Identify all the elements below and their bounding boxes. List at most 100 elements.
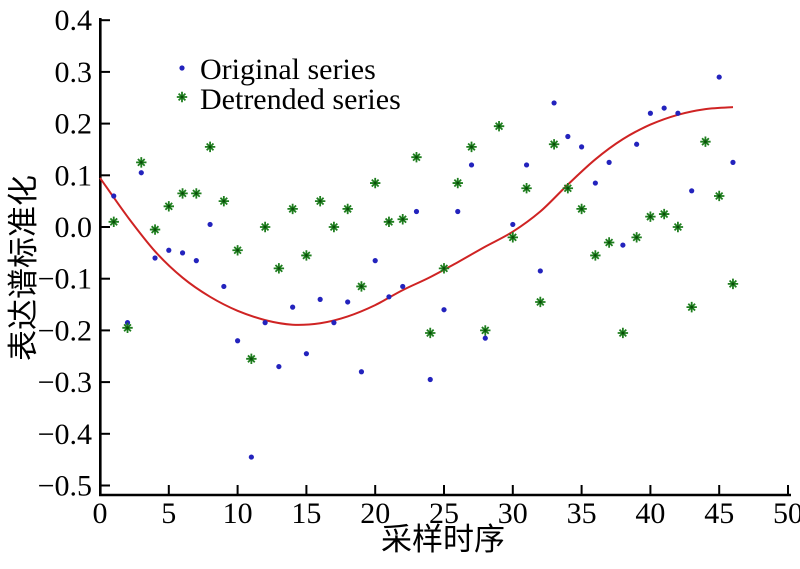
original-series-point-dot-icon: [606, 159, 612, 165]
asterisk-center: [305, 254, 308, 257]
original-series-point-dot-icon: [179, 65, 185, 71]
original-series-point-dot-icon: [331, 320, 337, 326]
original-series-point-dot-icon: [523, 162, 530, 168]
original-series-point-dot-icon: [647, 110, 654, 116]
x-tick-label: 20: [360, 497, 390, 530]
legend-label-detrended-series: Detrended series: [200, 83, 401, 116]
original-series-point-dot-icon: [138, 170, 144, 176]
asterisk-center: [552, 142, 556, 146]
y-tick-label: −0.3: [38, 366, 92, 399]
x-tick-label: 25: [429, 497, 459, 530]
asterisk-center: [662, 212, 666, 216]
legend-label-original-series: Original series: [200, 53, 376, 86]
asterisk-center: [291, 207, 295, 211]
asterisk-center: [538, 300, 542, 304]
original-series-point-dot-icon: [455, 208, 461, 215]
asterisk-center: [208, 145, 212, 149]
asterisk-center: [621, 331, 625, 335]
original-series-point-dot-icon: [400, 283, 406, 290]
asterisk-center: [428, 331, 432, 335]
asterisk-center: [607, 241, 611, 244]
y-tick-label: 0.3: [55, 56, 93, 89]
original-series-point-dot-icon: [482, 335, 488, 341]
y-tick-label: 0.0: [55, 211, 93, 244]
asterisk-center: [717, 194, 721, 198]
x-axis-label: 采样时序: [381, 522, 505, 557]
asterisk-center: [415, 155, 418, 159]
asterisk-center: [511, 235, 515, 239]
asterisk-center: [373, 181, 377, 185]
original-series-point-dot-icon: [537, 268, 543, 274]
original-series-point-dot-icon: [179, 250, 186, 256]
asterisk-center: [180, 95, 184, 99]
asterisk-center: [112, 220, 116, 224]
x-tick-label: 50: [773, 497, 800, 530]
y-tick-label: −0.5: [38, 470, 92, 503]
trend-fit-line: [99, 106, 734, 326]
original-series-point-dot-icon: [565, 133, 571, 140]
y-tick-label: −0.2: [38, 314, 92, 347]
asterisk-center: [360, 285, 363, 288]
original-series-point-dot-icon: [358, 369, 365, 375]
asterisk-center: [525, 186, 528, 190]
x-tick-label: 0: [93, 497, 108, 530]
original-series-point-dot-icon: [413, 208, 420, 215]
original-series-point-dot-icon: [345, 299, 351, 305]
y-tick-label: 0.1: [55, 159, 93, 192]
tick-labels: 0 5 10 15 20 25 30 35 40 45 50 0.4 0.3 0.2 0.1 0.0 −0.1 −…: [38, 4, 800, 530]
asterisk-center: [401, 217, 405, 221]
x-tick-label: 40: [635, 497, 665, 530]
asterisk-center: [153, 228, 157, 231]
asterisk-center: [442, 266, 446, 270]
original-series-point-dot-icon: [152, 255, 158, 261]
asterisk-center: [704, 140, 707, 144]
original-series-point-dot-icon: [716, 74, 722, 80]
original-series-point-dot-icon: [276, 363, 282, 370]
asterisk-center: [126, 326, 129, 330]
y-axis-label: 表达谱标准化: [6, 175, 41, 361]
original-series-point-dot-icon: [248, 454, 254, 460]
original-series-point-dot-icon: [111, 193, 117, 199]
asterisk-center: [649, 215, 652, 219]
asterisk-center: [580, 207, 583, 211]
asterisk-center: [731, 282, 735, 286]
legend-markers: [176, 65, 188, 103]
original-series-point-dot-icon: [290, 304, 296, 310]
original-series-point-dot-icon: [592, 180, 598, 186]
asterisk-center: [346, 207, 350, 211]
asterisk-center: [222, 199, 226, 203]
original-series-point-dot-icon: [551, 100, 557, 106]
original-series-point-dot-icon: [620, 242, 626, 248]
original-series-point-dot-icon: [386, 294, 392, 300]
asterisk-center: [236, 248, 240, 252]
asterisk-center: [249, 357, 253, 361]
asterisk-center: [387, 220, 391, 224]
asterisk-center: [690, 305, 694, 309]
original-series-point-dot-icon: [303, 351, 309, 357]
asterisk-center: [593, 254, 597, 257]
original-series-point-dot-icon: [372, 258, 378, 264]
x-tick-label: 35: [567, 497, 597, 530]
original-series-point-dot-icon: [427, 376, 433, 383]
y-tick-label: −0.1: [38, 263, 92, 296]
original-series-point-dot-icon: [441, 307, 447, 313]
asterisk-center: [332, 225, 336, 229]
original-series-point-dot-icon: [262, 320, 268, 326]
tick-marks: [99, 19, 789, 494]
original-series-point-dot-icon: [730, 159, 736, 165]
x-tick-label: 5: [161, 497, 176, 530]
asterisk-center: [635, 235, 639, 239]
original-series-point-dot-icon: [207, 221, 213, 228]
trend-curve: [99, 106, 734, 326]
asterisk-center: [483, 329, 487, 332]
original-series-point-dot-icon: [634, 141, 640, 147]
original-series-point-dot-icon: [579, 144, 585, 150]
original-series-point-dot-icon: [468, 162, 475, 168]
asterisk-center: [470, 145, 473, 149]
asterisk-center: [194, 191, 198, 195]
x-tick-label: 45: [704, 497, 734, 530]
asterisk-center: [676, 225, 680, 229]
original-series-point-dot-icon: [221, 283, 227, 290]
asterisk-center: [277, 266, 281, 270]
